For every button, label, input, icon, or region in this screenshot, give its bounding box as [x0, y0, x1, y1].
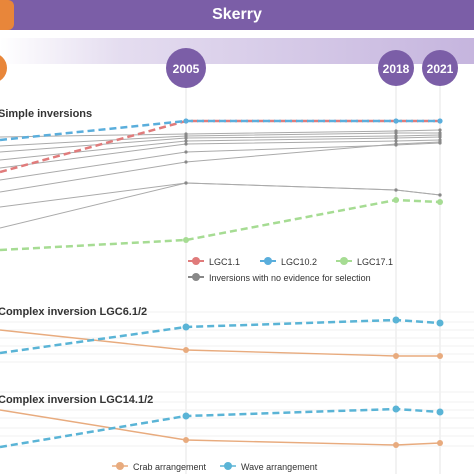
- year-label-2005: 2005: [173, 62, 200, 76]
- point-neutral-inversion: [394, 131, 398, 135]
- panel-title-LGC6.1-2: Complex inversion LGC6.1/2: [0, 306, 147, 318]
- point-neutral-inversion: [438, 128, 442, 132]
- point-wave-LGC6.1-2: [182, 323, 190, 331]
- point-neutral-inversion: [438, 140, 442, 144]
- legend-marker-2: [264, 257, 272, 265]
- point-neutral-inversion: [394, 142, 398, 146]
- legend-marker-3: [340, 257, 348, 265]
- point-LGC17.1: [437, 199, 443, 205]
- series-neutral-inversion-6: [0, 142, 441, 181]
- legend-marker-arrangement-1: [116, 462, 124, 470]
- point-neutral-inversion: [184, 160, 188, 164]
- legend-label-arrangement-2: Wave arrangement: [241, 462, 318, 472]
- legend-marker-1: [192, 257, 200, 265]
- series-neutral-inversion-2: [0, 132, 440, 147]
- point-neutral-inversion: [184, 150, 188, 154]
- series-LGC1.1: [0, 119, 440, 174]
- point-wave-LGC6.1-2: [392, 316, 400, 324]
- point-neutral-inversion: [394, 136, 398, 140]
- point-LGC10.2: [393, 118, 399, 124]
- legend-label-1: LGC1.1: [209, 257, 240, 267]
- header-bar: [0, 0, 474, 30]
- legend-label-arrangement-1: Crab arrangement: [133, 462, 207, 472]
- point-neutral-inversion: [438, 193, 442, 197]
- point-wave-LGC14.1-2: [392, 405, 400, 413]
- series-crab-LGC14.1-2: [0, 409, 441, 446]
- series-neutral-inversion-1: [0, 129, 441, 138]
- point-neutral-inversion: [184, 181, 188, 185]
- series-neutral-inversion-7: [0, 141, 441, 193]
- header-accent: [0, 0, 14, 30]
- point-wave-LGC14.1-2: [182, 412, 190, 420]
- point-neutral-inversion: [184, 139, 188, 143]
- series-neutral-inversion-5: [0, 139, 441, 169]
- point-neutral-inversion: [184, 142, 188, 146]
- point-neutral-inversion: [438, 135, 442, 139]
- point-wave-LGC6.1-2: [436, 319, 444, 327]
- year-badge-2021: [422, 50, 458, 86]
- year-badge-earlier: [0, 55, 7, 81]
- point-crab-LGC6.1-2: [393, 353, 399, 359]
- year-label-2018: 2018: [383, 62, 410, 76]
- year-label-2021: 2021: [427, 62, 454, 76]
- point-crab-LGC6.1-2: [437, 353, 443, 359]
- point-LGC17.1: [183, 237, 189, 243]
- series-wave-LGC6.1-2: [0, 318, 441, 355]
- page-title: Skerry: [212, 6, 262, 23]
- series-LGC10.2: [0, 119, 440, 142]
- point-LGC10.2: [437, 118, 443, 124]
- point-crab-LGC6.1-2: [183, 347, 189, 353]
- panel-title-simple: Simple inversions: [0, 108, 92, 120]
- legend-marker-arrangement-2: [224, 462, 232, 470]
- legend-label-4: Inversions with no evidence for selectio…: [209, 273, 371, 283]
- series-LGC17.1: [0, 198, 441, 252]
- legend-label-2: LGC10.2: [281, 257, 317, 267]
- series-neutral-inversion-4: [0, 136, 441, 161]
- point-crab-LGC14.1-2: [437, 440, 443, 446]
- legend-marker-4: [192, 273, 200, 281]
- point-LGC10.2: [183, 118, 189, 124]
- point-crab-LGC14.1-2: [183, 437, 189, 443]
- series-neutral-inversion-3: [0, 134, 441, 153]
- point-neutral-inversion: [394, 188, 398, 192]
- series-wave-LGC14.1-2: [0, 407, 441, 449]
- legend-label-3: LGC17.1: [357, 257, 393, 267]
- year-badge-2005: [166, 48, 206, 88]
- point-LGC17.1: [393, 197, 399, 203]
- point-neutral-inversion: [394, 139, 398, 143]
- point-crab-LGC14.1-2: [393, 442, 399, 448]
- panel-title-LGC14.1-2: Complex inversion LGC14.1/2: [0, 394, 153, 406]
- series-neutral-inversion-9: [0, 182, 441, 229]
- year-badge-2018: [378, 50, 414, 86]
- point-neutral-inversion: [184, 136, 188, 140]
- point-wave-LGC14.1-2: [436, 408, 444, 416]
